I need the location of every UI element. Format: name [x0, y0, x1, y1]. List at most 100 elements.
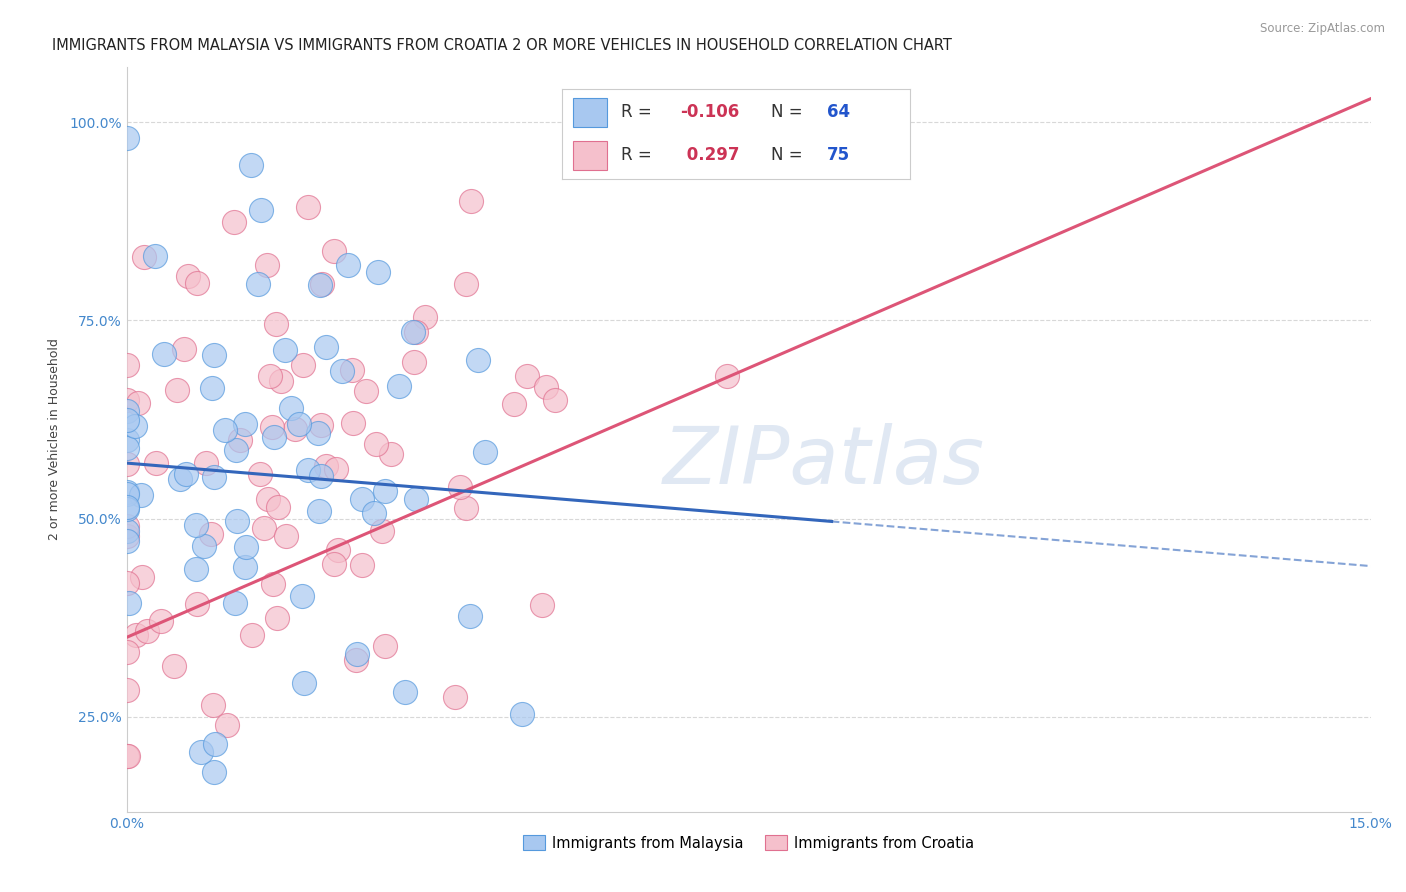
- Point: [115, 487, 138, 501]
- Point: [292, 358, 315, 372]
- Point: [267, 500, 290, 515]
- Point: [202, 348, 225, 362]
- Point: [235, 540, 257, 554]
- Point: [350, 491, 373, 506]
- Point: [253, 520, 276, 534]
- Text: ZIPatlas: ZIPatlas: [662, 423, 984, 500]
- Point: [186, 597, 208, 611]
- Point: [266, 611, 288, 625]
- Point: [330, 364, 353, 378]
- Point: [363, 506, 385, 520]
- Point: [224, 596, 246, 610]
- Point: [263, 430, 285, 444]
- Point: [115, 433, 138, 447]
- Point: [115, 358, 138, 372]
- Point: [177, 268, 200, 283]
- Point: [202, 470, 225, 484]
- Point: [413, 310, 436, 324]
- Point: [380, 447, 402, 461]
- Point: [200, 527, 222, 541]
- Point: [280, 401, 302, 415]
- Point: [184, 518, 207, 533]
- Point: [145, 456, 167, 470]
- Point: [284, 422, 307, 436]
- Point: [115, 485, 138, 500]
- Point: [249, 467, 271, 482]
- Point: [402, 355, 425, 369]
- Point: [117, 749, 139, 764]
- Point: [115, 524, 138, 538]
- Point: [115, 458, 138, 472]
- Point: [259, 369, 281, 384]
- Point: [166, 383, 188, 397]
- Point: [274, 529, 297, 543]
- Point: [226, 514, 249, 528]
- Point: [202, 765, 225, 780]
- Point: [135, 624, 157, 638]
- Point: [115, 502, 138, 516]
- Point: [274, 343, 297, 358]
- Point: [325, 461, 347, 475]
- Point: [405, 325, 427, 339]
- Point: [449, 480, 471, 494]
- Point: [174, 467, 197, 481]
- Point: [115, 500, 138, 515]
- Point: [193, 539, 215, 553]
- Point: [340, 363, 363, 377]
- Point: [153, 347, 176, 361]
- Point: [467, 352, 489, 367]
- Point: [225, 442, 247, 457]
- Point: [374, 639, 396, 653]
- Point: [454, 277, 477, 291]
- Point: [256, 258, 278, 272]
- Point: [233, 417, 256, 431]
- Point: [202, 698, 225, 713]
- Point: [173, 342, 195, 356]
- Point: [240, 628, 263, 642]
- Point: [516, 369, 538, 384]
- Point: [246, 277, 269, 292]
- Point: [194, 456, 217, 470]
- Point: [233, 560, 256, 574]
- Point: [460, 194, 482, 208]
- Point: [474, 444, 496, 458]
- Point: [291, 589, 314, 603]
- Point: [186, 276, 208, 290]
- Point: [131, 488, 153, 502]
- Point: [190, 745, 212, 759]
- Point: [163, 658, 186, 673]
- Point: [127, 396, 149, 410]
- Point: [184, 562, 207, 576]
- Point: [311, 277, 333, 292]
- Point: [264, 317, 287, 331]
- Point: [118, 596, 141, 610]
- Point: [308, 277, 330, 292]
- Point: [292, 675, 315, 690]
- Point: [394, 685, 416, 699]
- Point: [214, 423, 236, 437]
- Point: [510, 707, 533, 722]
- Point: [201, 381, 224, 395]
- Point: [150, 614, 173, 628]
- Point: [287, 417, 309, 432]
- Point: [229, 433, 252, 447]
- Point: [530, 598, 553, 612]
- Point: [344, 652, 367, 666]
- Point: [131, 569, 153, 583]
- Point: [456, 501, 478, 516]
- Point: [115, 519, 138, 533]
- Point: [364, 436, 387, 450]
- Point: [169, 472, 191, 486]
- Legend: Immigrants from Malaysia, Immigrants from Croatia: Immigrants from Malaysia, Immigrants fro…: [517, 830, 980, 856]
- Point: [217, 718, 239, 732]
- Point: [388, 379, 411, 393]
- Point: [326, 543, 349, 558]
- Point: [115, 413, 138, 427]
- Point: [346, 647, 368, 661]
- Point: [370, 524, 392, 539]
- Point: [115, 441, 138, 455]
- Point: [315, 459, 337, 474]
- Point: [402, 326, 425, 340]
- Point: [249, 202, 271, 217]
- Point: [352, 558, 374, 573]
